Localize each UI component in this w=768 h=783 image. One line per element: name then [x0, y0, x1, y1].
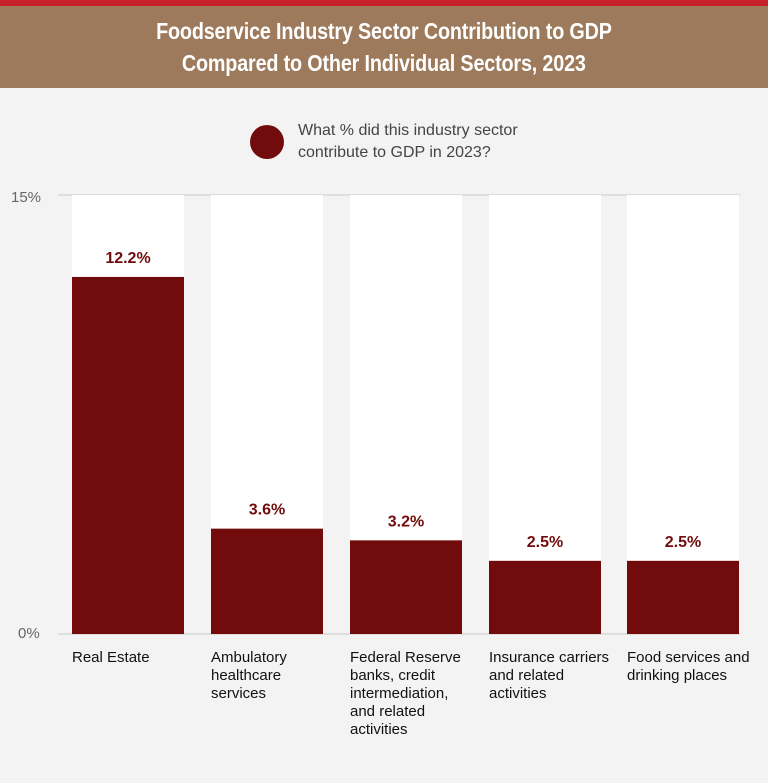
top-stripe — [0, 0, 768, 6]
bar-3 — [489, 560, 601, 634]
bar-2 — [350, 540, 462, 634]
y-tick-label-15: 15% — [11, 189, 41, 206]
bar-4 — [627, 560, 739, 634]
category-label-food-services: Food services and drinking places — [627, 649, 750, 684]
bar-0 — [72, 276, 184, 634]
value-label-0: 12.2% — [105, 250, 150, 267]
category-label-insurance-carriers: Insurance carriers and related activitie… — [489, 649, 610, 702]
category-label-federal-reserve-banks: Federal Reserve banks, credit intermedia… — [350, 649, 461, 738]
legend-swatch-icon — [250, 125, 284, 159]
legend-label: What % did this industry sector contribu… — [298, 122, 518, 161]
title-line-2: Compared to Other Individual Sectors, 20… — [182, 50, 586, 76]
chart-header: Foodservice Industry Sector Contribution… — [0, 6, 768, 88]
value-label-1: 3.6% — [249, 502, 285, 519]
bar-1 — [211, 528, 323, 634]
y-tick-label-0: 0% — [18, 625, 40, 642]
legend: What % did this industry sector contribu… — [250, 120, 558, 164]
category-label-real-estate: Real Estate — [72, 649, 150, 666]
value-label-3: 2.5% — [527, 534, 563, 551]
value-label-2: 3.2% — [388, 513, 424, 530]
category-label-ambulatory-healthcare: Ambulatory healthcare services — [211, 649, 287, 702]
title-line-1: Foodservice Industry Sector Contribution… — [156, 18, 612, 44]
value-label-4: 2.5% — [665, 534, 701, 551]
